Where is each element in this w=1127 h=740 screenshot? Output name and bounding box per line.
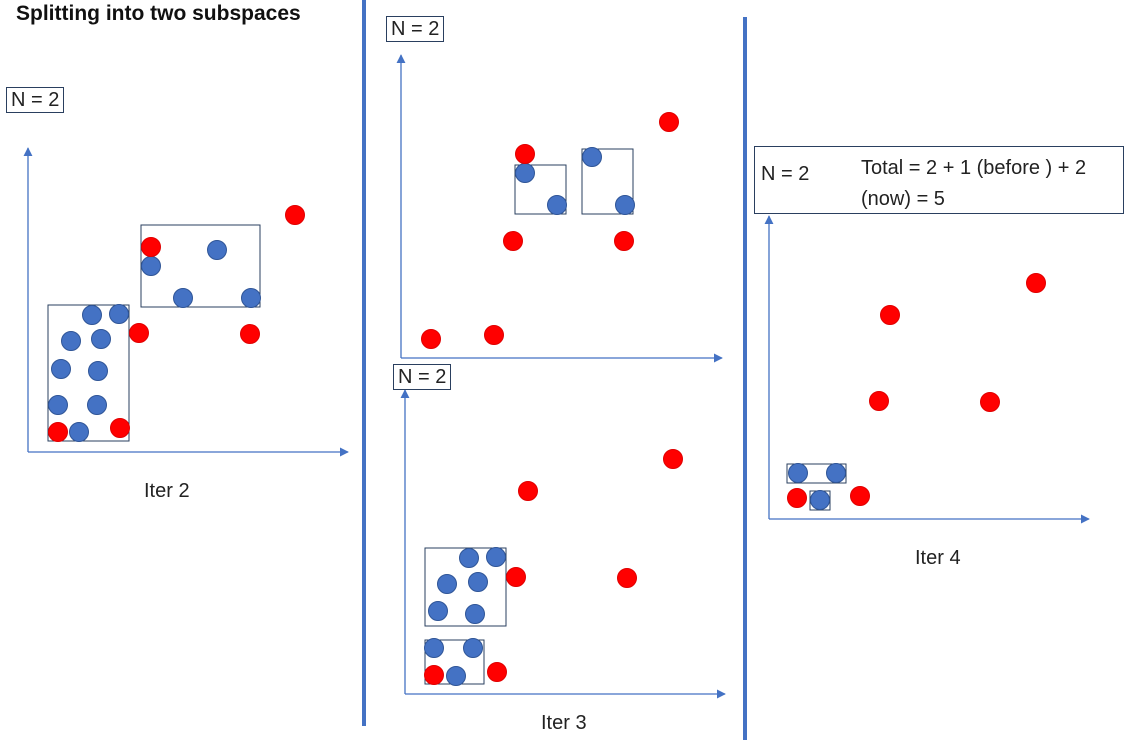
blue-point [173, 288, 193, 308]
iter3-subspace-box-upper [424, 547, 507, 627]
blue-point [615, 195, 635, 215]
red-point [424, 665, 444, 685]
blue-point [465, 604, 485, 624]
red-point [880, 305, 900, 325]
red-point [421, 329, 441, 349]
iter3-top-axes [396, 54, 723, 363]
iter3-caption: Iter 3 [541, 712, 587, 734]
red-point [850, 486, 870, 506]
blue-point [91, 329, 111, 349]
blue-point [82, 305, 102, 325]
iter4-total-text: Total = 2 + 1 (before ) + 2 (now) = 5 [861, 157, 1087, 210]
red-point [617, 568, 637, 588]
blue-point [486, 547, 506, 567]
red-point [659, 112, 679, 132]
iter4-total-box: N = 2 Total = 2 + 1 (before ) + 2 (now) … [754, 146, 1124, 214]
blue-point [48, 395, 68, 415]
diagram-title: Splitting into two subspaces [16, 2, 301, 25]
iter2-subspace-box-lower [47, 304, 130, 442]
blue-point [61, 331, 81, 351]
blue-point [582, 147, 602, 167]
blue-point [109, 304, 129, 324]
blue-point [437, 574, 457, 594]
red-point [614, 231, 634, 251]
iter4-subspace-box-wide [786, 463, 847, 484]
iter4-axes [764, 215, 1090, 524]
blue-point [788, 463, 808, 483]
red-point [515, 144, 535, 164]
blue-point [515, 163, 535, 183]
red-point [503, 231, 523, 251]
iter2-axes [23, 147, 349, 457]
iter2-caption: Iter 2 [144, 480, 190, 502]
red-point [869, 391, 889, 411]
red-point [787, 488, 807, 508]
iter3-subspace-box-right [581, 148, 634, 215]
blue-point [826, 463, 846, 483]
blue-point [459, 548, 479, 568]
red-point [487, 662, 507, 682]
blue-point [241, 288, 261, 308]
red-point [1026, 273, 1046, 293]
blue-point [446, 666, 466, 686]
blue-point [88, 361, 108, 381]
iter3-bottom-n-label: N = 2 [393, 364, 452, 390]
red-point [141, 237, 161, 257]
iter4-caption: Iter 4 [915, 547, 961, 569]
red-point [110, 418, 130, 438]
red-point [980, 392, 1000, 412]
iter3-top-n-label: N = 2 [386, 16, 445, 42]
iter4-n-label: N = 2 [761, 163, 810, 185]
red-point [663, 449, 683, 469]
blue-point [424, 638, 444, 658]
iter3-bottom-axes [400, 389, 726, 699]
blue-point [87, 395, 107, 415]
blue-point [69, 422, 89, 442]
red-point [484, 325, 504, 345]
blue-point [463, 638, 483, 658]
blue-point [810, 490, 830, 510]
red-point [285, 205, 305, 225]
red-point [240, 324, 260, 344]
red-point [129, 323, 149, 343]
blue-point [428, 601, 448, 621]
iter3-subspace-box-left [514, 164, 567, 215]
blue-point [207, 240, 227, 260]
red-point [48, 422, 68, 442]
red-point [518, 481, 538, 501]
blue-point [51, 359, 71, 379]
iter2-n-label: N = 2 [6, 87, 65, 113]
blue-point [141, 256, 161, 276]
blue-point [468, 572, 488, 592]
blue-point [547, 195, 567, 215]
red-point [506, 567, 526, 587]
